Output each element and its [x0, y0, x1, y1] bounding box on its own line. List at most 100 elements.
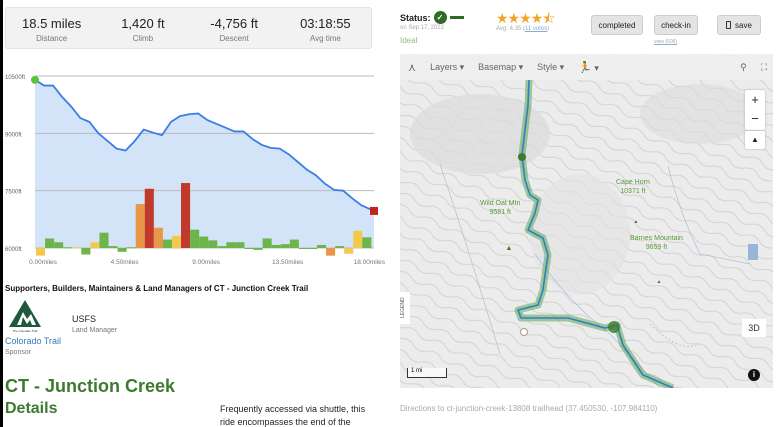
elevation-chart[interactable]: 6000ft 7500ft 9000ft 10500ft 0.00miles 4.50mi…	[3, 66, 388, 276]
stat-descent: -4,756 ft Descent	[189, 8, 280, 48]
route-marker[interactable]	[608, 321, 620, 333]
manager-name: USFS	[72, 314, 97, 324]
zoom-out-button[interactable]: −	[751, 111, 759, 126]
check-circle-icon: ✓	[433, 11, 447, 24]
grade-bar	[280, 244, 290, 248]
status-bar-icon	[449, 16, 464, 19]
peak-marker-icon: ▲	[634, 219, 639, 225]
svg-text:The Colorado Trail: The Colorado Trail	[13, 329, 38, 333]
grade-bar	[108, 246, 118, 248]
style-dropdown[interactable]: Style ▾	[537, 61, 565, 72]
status: Status: ✓	[400, 11, 464, 24]
grade-bar	[217, 246, 227, 248]
peak-elev: 9581 ft	[489, 209, 511, 216]
compass-button[interactable]: ▲	[745, 131, 765, 149]
basemap-dropdown[interactable]: Basemap ▾	[478, 61, 524, 72]
grade-bar	[54, 242, 64, 248]
grade-bar	[253, 248, 263, 250]
status-date: on Sep 17, 2022	[400, 25, 445, 31]
location-pin-icon[interactable]: ⚲	[740, 61, 747, 72]
colorado-trail-logo[interactable]: The Colorado Trail	[5, 297, 45, 333]
status-label: Status:	[400, 12, 431, 23]
map-canvas[interactable]: ▲ ▲ ▲	[400, 54, 773, 388]
fullscreen-icon[interactable]: ⛶	[760, 61, 767, 72]
grade-bar	[235, 242, 245, 248]
x-tick-label: 0.00miles	[29, 259, 58, 266]
y-tick-label: 6000ft	[5, 247, 22, 253]
grade-bar	[45, 238, 55, 248]
trail-map[interactable]: ▲ ▲ ▲ Wild Oat Mtn 9581 ft Cape Horn 10371…	[400, 54, 773, 388]
peak-label-wild-oat: Wild Oat Mtn 9581 ft	[480, 199, 520, 217]
check-in-button[interactable]: check-in	[654, 15, 698, 35]
grade-bar	[36, 248, 46, 256]
grade-bar	[90, 242, 100, 248]
grade-bar	[181, 183, 191, 248]
grade-bar	[362, 237, 372, 248]
runner-icon: 🏃	[578, 61, 592, 74]
y-tick-label: 7500ft	[5, 190, 22, 196]
grade-bar	[171, 235, 182, 248]
stat-value: 03:18:55	[300, 16, 351, 31]
grade-bar	[153, 227, 163, 248]
y-tick-label: 9000ft	[5, 132, 22, 138]
elevation-line	[34, 79, 375, 212]
start-marker	[31, 75, 39, 84]
grade-bar	[344, 248, 354, 254]
grade-bar	[298, 248, 308, 249]
x-tick-label: 9.00miles	[192, 259, 221, 266]
3d-button[interactable]: 3D	[742, 319, 766, 337]
trail-description: Frequently accessed via shuttle, this ri…	[220, 404, 366, 427]
stat-label: Avg time	[309, 34, 341, 43]
stat-label: Distance	[36, 34, 68, 43]
save-button[interactable]: save	[717, 15, 761, 35]
peak-name: Barnes Mountain	[630, 235, 683, 242]
map-scale: 1 mi	[407, 368, 447, 378]
votes-link[interactable]: 11 votes	[524, 26, 548, 32]
grade-bar	[326, 248, 336, 256]
avg-text: Avg: 4.35 (	[496, 26, 525, 32]
stat-distance: 18.5 miles Distance	[6, 8, 97, 48]
stat-label: Climb	[132, 34, 154, 43]
grade-bar	[162, 239, 172, 248]
stat-avg-time: 03:18:55 Avg time	[280, 8, 371, 48]
grade-bar	[199, 236, 209, 248]
grade-bar	[316, 244, 327, 248]
activity-dropdown[interactable]: 🏃 ▾	[578, 61, 599, 74]
stat-value: -4,756 ft	[210, 16, 258, 31]
peak-elev: 10371 ft	[620, 188, 646, 195]
x-tick-label: 4.50miles	[111, 259, 140, 266]
info-icon[interactable]: i	[748, 369, 760, 381]
activity-caret: ▾	[594, 62, 599, 73]
peak-marker-icon: ▲	[657, 279, 662, 285]
zoom-in-button[interactable]: +	[751, 92, 759, 107]
grade-bar	[81, 248, 91, 255]
grade-bar	[289, 239, 299, 248]
zoom-controls: + −	[745, 90, 765, 130]
y-tick-label: 10500ft	[5, 75, 25, 81]
grade-bar	[72, 247, 82, 249]
page: 18.5 miles Distance 1,420 ft Climb -4,756 …	[3, 0, 776, 427]
hiker-icon[interactable]: ⋏	[408, 61, 417, 74]
stat-value: 18.5 miles	[22, 16, 82, 31]
trailhead-icon[interactable]	[520, 328, 528, 336]
grade-bar	[99, 232, 109, 248]
view-checkins-link[interactable]: view (606)	[654, 39, 678, 45]
peak-label-barnes: Barnes Mountain 9659 ft	[630, 234, 683, 252]
directions-link[interactable]: Directions to ct-junction-creek-13808 tr…	[400, 404, 658, 413]
legend-button[interactable]: LEGEND	[400, 292, 410, 324]
supporters-title: Supporters, Builders, Maintainers & Land…	[5, 284, 309, 293]
grade-bar	[190, 229, 200, 248]
completed-button[interactable]: completed	[591, 15, 643, 35]
end-marker	[370, 206, 378, 215]
grade-bar	[335, 246, 345, 248]
route-marker[interactable]	[518, 153, 526, 161]
sponsor-link[interactable]: Colorado Trail	[5, 336, 62, 346]
peak-name: Wild Oat Mtn	[480, 200, 521, 207]
stat-label: Descent	[219, 34, 249, 43]
star-rating[interactable]: ★★★★⯪	[496, 10, 555, 26]
layers-dropdown[interactable]: Layers ▾	[430, 61, 465, 72]
peak-label-cape-horn: Cape Horn 10371 ft	[616, 178, 650, 196]
grade-bar	[63, 247, 73, 249]
manager-role: Land Manager	[72, 327, 118, 334]
grade-bar	[226, 242, 236, 248]
